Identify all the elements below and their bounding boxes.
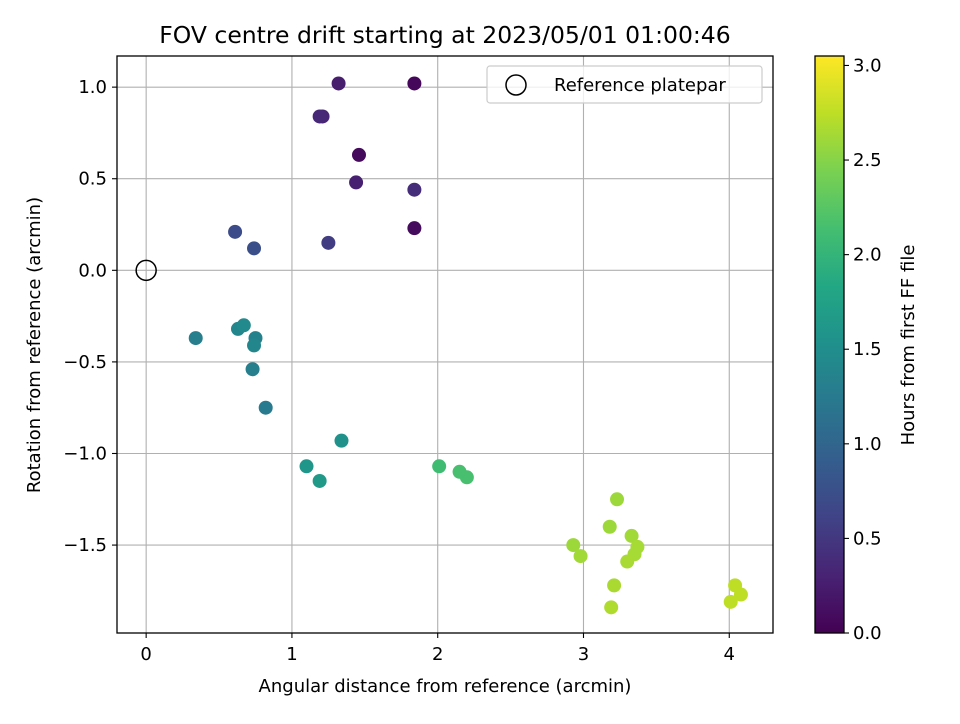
colorbar-ticks: 0.0 0.5 1.0 1.5 2.0 2.5 3.0 [844,55,882,644]
scatter-point [573,549,588,564]
scatter-point [349,175,364,190]
colorbar-frame [814,55,845,634]
data-points [135,76,748,615]
scatter-point [188,331,203,346]
scatter-point [566,538,581,553]
grid [117,56,773,633]
x-tick-label: 3 [578,644,589,665]
scatter-point [733,587,748,602]
scatter-point [245,362,260,377]
colorbar-tick-label: 0.0 [853,623,882,644]
scatter-point [299,459,314,474]
scatter-point [236,318,251,333]
scatter-point [620,554,635,569]
x-tick-label: 1 [286,644,297,665]
scatter-point [331,76,346,91]
scatter-point [604,600,619,615]
colorbar-tick-label: 3.0 [853,55,882,76]
colorbar: 0.0 0.5 1.0 1.5 2.0 2.5 3.0 Hours from first F… [814,55,919,644]
scatter-point [351,147,366,162]
scatter-point [607,578,622,593]
scatter-point [602,519,617,534]
scatter-point [334,433,349,448]
scatter-point [459,470,474,485]
x-axis-label: Angular distance from reference (arcmin) [259,676,632,697]
axis-ticks: 0 1 2 3 4 1.0 0.5 0.0 −0.5 −1.0 −1.5 [63,77,735,665]
scatter-point [247,338,262,353]
scatter-point [228,224,243,239]
colorbar-label: Hours from first FF file [898,245,919,446]
chart-title: FOV centre drift starting at 2023/05/01 … [159,21,730,49]
y-axis-label: Rotation from reference (arcmin) [24,197,45,493]
y-tick-label: −0.5 [63,352,107,373]
colorbar-tick-label: 1.5 [853,339,882,360]
scatter-point [407,182,422,197]
colorbar-tick-label: 1.0 [853,434,882,455]
legend-label: Reference platepar [554,75,726,96]
scatter-point [258,400,273,415]
x-tick-label: 4 [724,644,735,665]
scatter-point [407,221,422,236]
reference-platepar-marker [135,259,157,282]
y-tick-label: −1.5 [63,535,107,556]
scatter-point [407,76,422,91]
colorbar-tick-label: 2.5 [853,150,882,171]
y-tick-label: 0.5 [78,169,107,190]
colorbar-tick-label: 2.0 [853,245,882,266]
x-tick-label: 0 [140,644,151,665]
legend: Reference platepar [486,65,763,104]
y-tick-label: −1.0 [63,443,107,464]
colorbar-tick-label: 0.5 [853,528,882,549]
legend-box [486,65,763,104]
x-tick-label: 2 [432,644,443,665]
plot-frame [116,55,774,634]
scatter-point [247,241,262,256]
scatter-point [624,528,639,543]
scatter-point [312,473,327,488]
colorbar-gradient [815,56,844,633]
scatter-point [723,594,738,609]
scatter-point [321,235,336,250]
scatter-point [610,492,625,507]
scatter-point [312,109,327,124]
y-tick-label: 1.0 [78,77,107,98]
legend-marker-open-circle [505,74,527,96]
scatter-point [432,459,447,474]
y-tick-label: 0.0 [78,260,107,281]
